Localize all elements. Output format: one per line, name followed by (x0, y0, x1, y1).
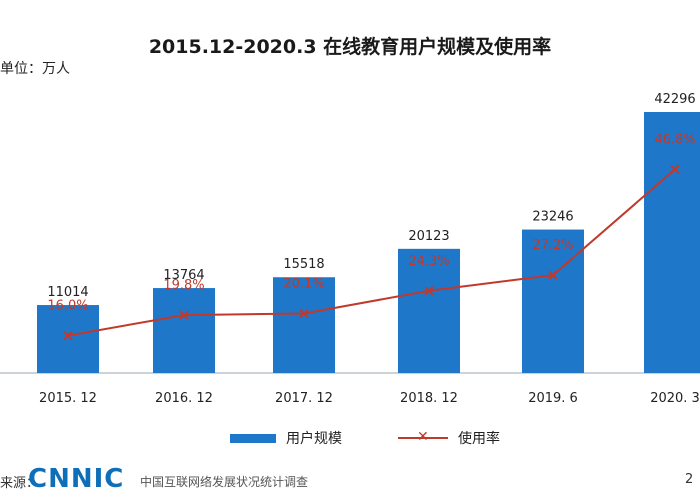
chart-svg: 11014 2015. 12 13764 2016. 12 15518 2017. 12 2… (0, 92, 700, 406)
bar-value-label: 20123 (408, 229, 449, 244)
source-name: 中国互联网络发展状况统计调查 (140, 475, 309, 489)
legend-item-users: 用户规模 (230, 428, 342, 448)
bar-value-label: 15518 (283, 257, 324, 272)
bar (37, 305, 99, 373)
rate-label: 24.3% (408, 254, 449, 269)
legend: 用户规模 ✕ 使用率 (0, 428, 700, 452)
bar (644, 112, 700, 373)
rate-marker (670, 164, 680, 174)
legend-bar-swatch (230, 433, 276, 443)
bar (398, 248, 460, 373)
x-tick-label: 2020. 3 (650, 391, 700, 406)
rate-marker (424, 286, 434, 296)
rate-label: 20.1% (283, 276, 324, 291)
x-marker-icon: ✕ (417, 429, 429, 445)
legend-item-rate: ✕ 使用率 (398, 428, 500, 448)
bar-value-label: 11014 (47, 285, 88, 300)
rate-marker (299, 308, 309, 319)
x-tick-label: 2015. 12 (39, 391, 97, 406)
bar-value-label: 42296 (654, 92, 695, 107)
x-tick-label: 2018. 12 (400, 391, 458, 406)
rate-marker (548, 270, 558, 280)
legend-label-users: 用户规模 (286, 431, 342, 447)
x-tick-label: 2016. 12 (155, 391, 213, 406)
bar-value-label: 23246 (532, 210, 573, 225)
rate-marker (63, 330, 73, 341)
rate-label: 27.2% (532, 238, 573, 253)
unit-label: 单位：万人 (0, 61, 70, 77)
footer: 来源： CNNIC 中国互联网络发展状况统计调查 2 (0, 462, 700, 496)
rate-label: 19.8% (163, 278, 204, 293)
legend-label-rate: 使用率 (458, 431, 500, 447)
source-prefix: 来源： (0, 476, 40, 491)
rate-label: 46.8% (654, 132, 695, 147)
bar (153, 288, 215, 373)
cnnic-logo: CNNIC (28, 464, 125, 494)
rate-label: 16.0% (47, 299, 88, 314)
legend-line-swatch: ✕ (398, 429, 448, 445)
x-tick-label: 2019. 6 (528, 391, 578, 406)
rate-marker (179, 310, 189, 320)
bar (273, 277, 335, 373)
bar (522, 229, 584, 373)
page-number: 2 (685, 472, 694, 487)
x-tick-label: 2017. 12 (275, 391, 333, 406)
bar-value-label: 13764 (163, 268, 204, 283)
rate-line (67, 168, 676, 337)
chart-title: 2015.12-2020.3 在线教育用户规模及使用率 (148, 36, 552, 58)
